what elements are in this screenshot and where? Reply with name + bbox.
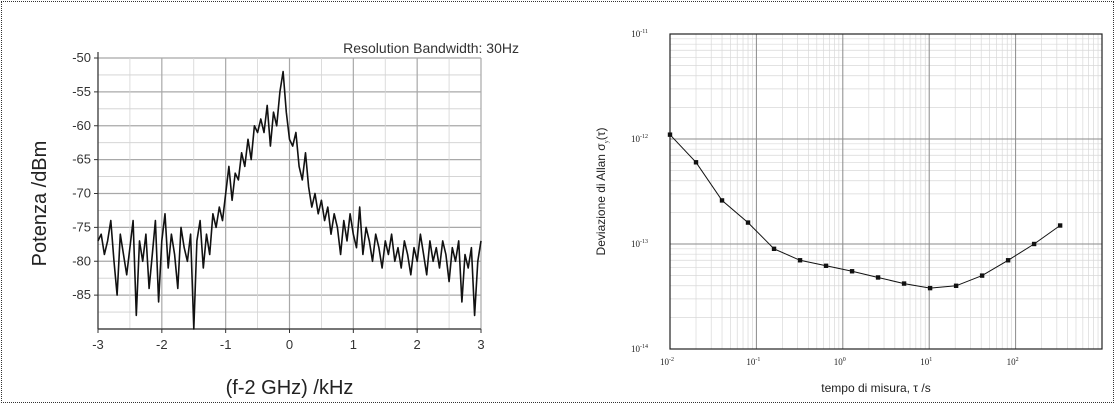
allan-x-tick-label: 102 <box>1007 357 1019 367</box>
allan-data-point <box>719 198 725 203</box>
spectrum-tick-labels: -3 -2 -1 0 1 2 3 -50 -55 -60 -65 -70 -75 -80 -85 <box>72 50 484 352</box>
spectrum-y-tick-label: -75 <box>72 219 91 234</box>
allan-y-axis-title-suffix: (τ) <box>594 128 608 141</box>
allan-axes <box>669 33 1103 350</box>
allan-deviation-chart-panel: 10-2 10-1 100 101 102 10-11 10-12 10-13 10-14 te… <box>557 2 1113 402</box>
allan-grid <box>669 33 1103 350</box>
allan-data-point <box>667 132 673 137</box>
spectrum-x-tick-label: 2 <box>414 337 421 352</box>
allan-data-point <box>745 220 751 225</box>
spectrum-y-tick-label: -70 <box>72 186 91 201</box>
allan-y-tick-exponent: -12 <box>640 134 648 140</box>
spectrum-x-axis-title: (f-2 GHz) /kHz <box>226 377 354 399</box>
allan-data-point <box>823 263 829 268</box>
spectrum-x-tick-label: -3 <box>92 337 104 352</box>
allan-y-axis-title-subscript: y <box>604 140 610 143</box>
spectrum-y-tick-label: -50 <box>72 50 91 65</box>
allan-data-point <box>953 283 959 288</box>
allan-y-tick-exponent: -14 <box>640 344 648 350</box>
spectrum-x-tick-label: -2 <box>156 337 168 352</box>
allan-y-tick-label: 10-11 <box>631 29 648 39</box>
allan-x-axis-title: tempo di misura, τ /s <box>821 381 930 395</box>
allan-y-tick-base: 10 <box>631 29 641 39</box>
allan-y-tick-label: 10-13 <box>631 239 648 249</box>
allan-x-tick-exponent: -1 <box>755 357 760 363</box>
spectrum-x-tick-label: 1 <box>350 337 357 352</box>
allan-y-tick-label: 10-12 <box>631 134 648 144</box>
spectrum-y-tick-label: -55 <box>72 84 91 99</box>
allan-x-tick-label: 10-2 <box>660 357 674 367</box>
spectrum-x-tick-label: -1 <box>220 337 232 352</box>
allan-data-point <box>849 269 855 274</box>
allan-y-tick-label: 10-14 <box>631 344 648 354</box>
spectrum-y-tick-label: -80 <box>72 253 91 268</box>
spectrum-chart-panel: -3 -2 -1 0 1 2 3 -50 -55 -60 -65 -70 -75 -80 -85 Resol… <box>2 2 542 402</box>
allan-plot-frame <box>669 33 1103 350</box>
allan-x-tick-exponent: 0 <box>843 357 846 363</box>
allan-y-tick-exponent: -13 <box>640 239 648 245</box>
spectrum-x-tick-label: 0 <box>286 337 293 352</box>
allan-data-point <box>875 275 881 280</box>
spectrum-grid <box>97 57 482 330</box>
allan-data-point <box>1031 241 1037 247</box>
allan-x-tick-base: 10 <box>1007 357 1017 367</box>
allan-data-point <box>1005 258 1011 263</box>
allan-x-tick-exponent: 2 <box>1016 357 1019 363</box>
spectrum-chart: -3 -2 -1 0 1 2 3 -50 -55 -60 -65 -70 -75 -80 -85 Resol… <box>29 40 519 399</box>
resolution-bandwidth-annotation: Resolution Bandwidth: 30Hz <box>343 40 519 56</box>
allan-y-tick-base: 10 <box>631 239 641 249</box>
allan-y-axis-title: Deviazione di Allan σy(τ) <box>594 128 610 256</box>
allan-data-point <box>979 273 985 278</box>
allan-x-tick-base: 10 <box>660 357 670 367</box>
allan-series <box>667 132 1063 291</box>
spectrum-y-tick-label: -60 <box>72 118 91 133</box>
allan-data-point <box>927 285 933 291</box>
allan-x-tick-base: 10 <box>746 357 756 367</box>
allan-y-tick-base: 10 <box>631 344 641 354</box>
spectrum-y-tick-label: -65 <box>72 152 91 167</box>
spectrum-line <box>97 70 482 330</box>
spectrum-series <box>97 70 482 330</box>
allan-y-tick-exponent: -11 <box>640 29 648 35</box>
allan-x-tick-base: 10 <box>920 357 930 367</box>
allan-x-tick-exponent: 1 <box>929 357 932 363</box>
spectrum-x-tick-label: 3 <box>477 337 484 352</box>
spectrum-y-axis-title: Potenza /dBm <box>29 141 51 267</box>
allan-x-tick-exponent: -2 <box>669 357 674 363</box>
spectrum-y-tick-label: -85 <box>72 287 91 302</box>
allan-data-point <box>901 281 907 286</box>
allan-x-tick-label: 100 <box>834 357 846 367</box>
allan-data-point <box>797 258 803 263</box>
allan-y-axis-title-main: Deviazione di Allan σ <box>594 143 608 256</box>
allan-data-point <box>771 246 777 252</box>
allan-data-point <box>693 160 699 165</box>
spectrum-axes <box>94 52 482 333</box>
allan-x-tick-label: 10-1 <box>746 357 760 367</box>
allan-data-point <box>1057 223 1063 228</box>
allan-y-tick-base: 10 <box>631 134 641 144</box>
allan-x-tick-label: 101 <box>920 357 932 367</box>
allan-x-tick-base: 10 <box>834 357 844 367</box>
allan-line <box>669 134 1061 289</box>
